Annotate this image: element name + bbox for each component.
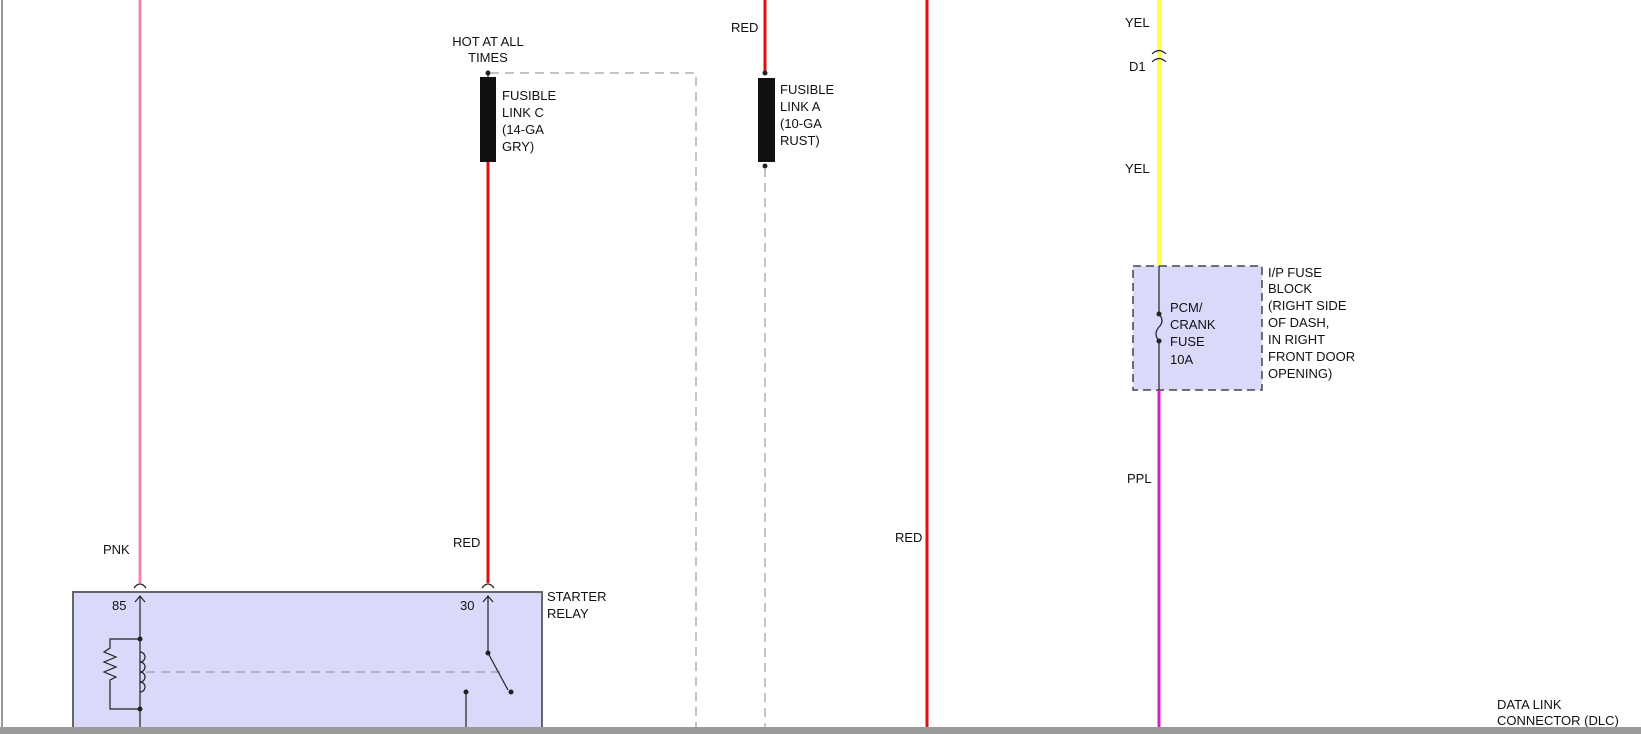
fusible-link-c-label-2: LINK C <box>502 105 544 120</box>
fusible-link-a-top-node <box>762 70 768 76</box>
fuse-icon <box>1155 266 1163 390</box>
dlc-label-1: DATA LINK <box>1497 697 1562 712</box>
red-main-label: RED <box>895 530 922 545</box>
connector-85-icon <box>133 583 147 589</box>
fuse-label-4: 10A <box>1170 352 1193 367</box>
red-relay-label: RED <box>453 535 480 550</box>
connector-30-icon <box>481 583 495 589</box>
red-link-a-label: RED <box>731 20 758 35</box>
fuse-block-label-7: OPENING) <box>1268 366 1332 381</box>
fuse-block-label-1: I/P FUSE <box>1268 265 1322 280</box>
fuse-block-label-2: BLOCK <box>1268 281 1312 296</box>
hot-label-1: HOT AT ALL <box>452 34 524 49</box>
fusible-link-c-node <box>485 70 491 76</box>
relay-switch-icon <box>463 595 514 734</box>
fusible-link-c-icon <box>480 77 496 162</box>
fuse-block-label-5: IN RIGHT <box>1268 332 1325 347</box>
fusible-link-c-label-4: GRY) <box>502 139 534 154</box>
fusible-link-a-icon <box>758 78 775 162</box>
pin-85-label: 85 <box>112 598 126 613</box>
fusible-link-a-label-2: LINK A <box>780 99 821 114</box>
fuse-block-box <box>1132 265 1263 391</box>
horizontal-scrollbar[interactable] <box>0 727 1641 734</box>
fusible-link-a-label-1: FUSIBLE <box>780 82 835 97</box>
fuse-label-2: CRANK <box>1170 317 1216 332</box>
fusible-link-c-label-1: FUSIBLE <box>502 88 557 103</box>
fusible-link-c-label-3: (14-GA <box>502 122 544 137</box>
starter-relay-label-1: STARTER <box>547 589 606 604</box>
relay-coil-icon <box>102 636 146 712</box>
d1-label: D1 <box>1129 59 1146 74</box>
fusible-link-a-label-4: RUST) <box>780 133 820 148</box>
pin-85-arrow-icon <box>134 595 146 603</box>
yel-top-label: YEL <box>1125 15 1150 30</box>
fuse-block-label-6: FRONT DOOR <box>1268 349 1355 364</box>
hot-label-2: TIMES <box>468 50 508 65</box>
fuse-block-label-4: OF DASH, <box>1268 315 1329 330</box>
pnk-label: PNK <box>103 542 130 557</box>
fusible-link-a-bottom-node <box>762 163 768 169</box>
fuse-label-1: PCM/ <box>1170 300 1203 315</box>
yel-mid-label: YEL <box>1125 161 1150 176</box>
dlc-label-2: CONNECTOR (DLC) <box>1497 713 1619 728</box>
fuse-label-3: FUSE <box>1170 334 1205 349</box>
hot-at-all-times-bus <box>490 72 697 734</box>
fuse-block-label-3: (RIGHT SIDE <box>1268 298 1347 313</box>
starter-relay-box <box>72 591 543 734</box>
starter-relay-label-2: RELAY <box>547 606 589 621</box>
connector-d1-icon <box>1151 49 1167 63</box>
fusible-link-a-label-3: (10-GA <box>780 116 822 131</box>
pin-30-label: 30 <box>460 598 474 613</box>
ppl-label: PPL <box>1127 471 1152 486</box>
